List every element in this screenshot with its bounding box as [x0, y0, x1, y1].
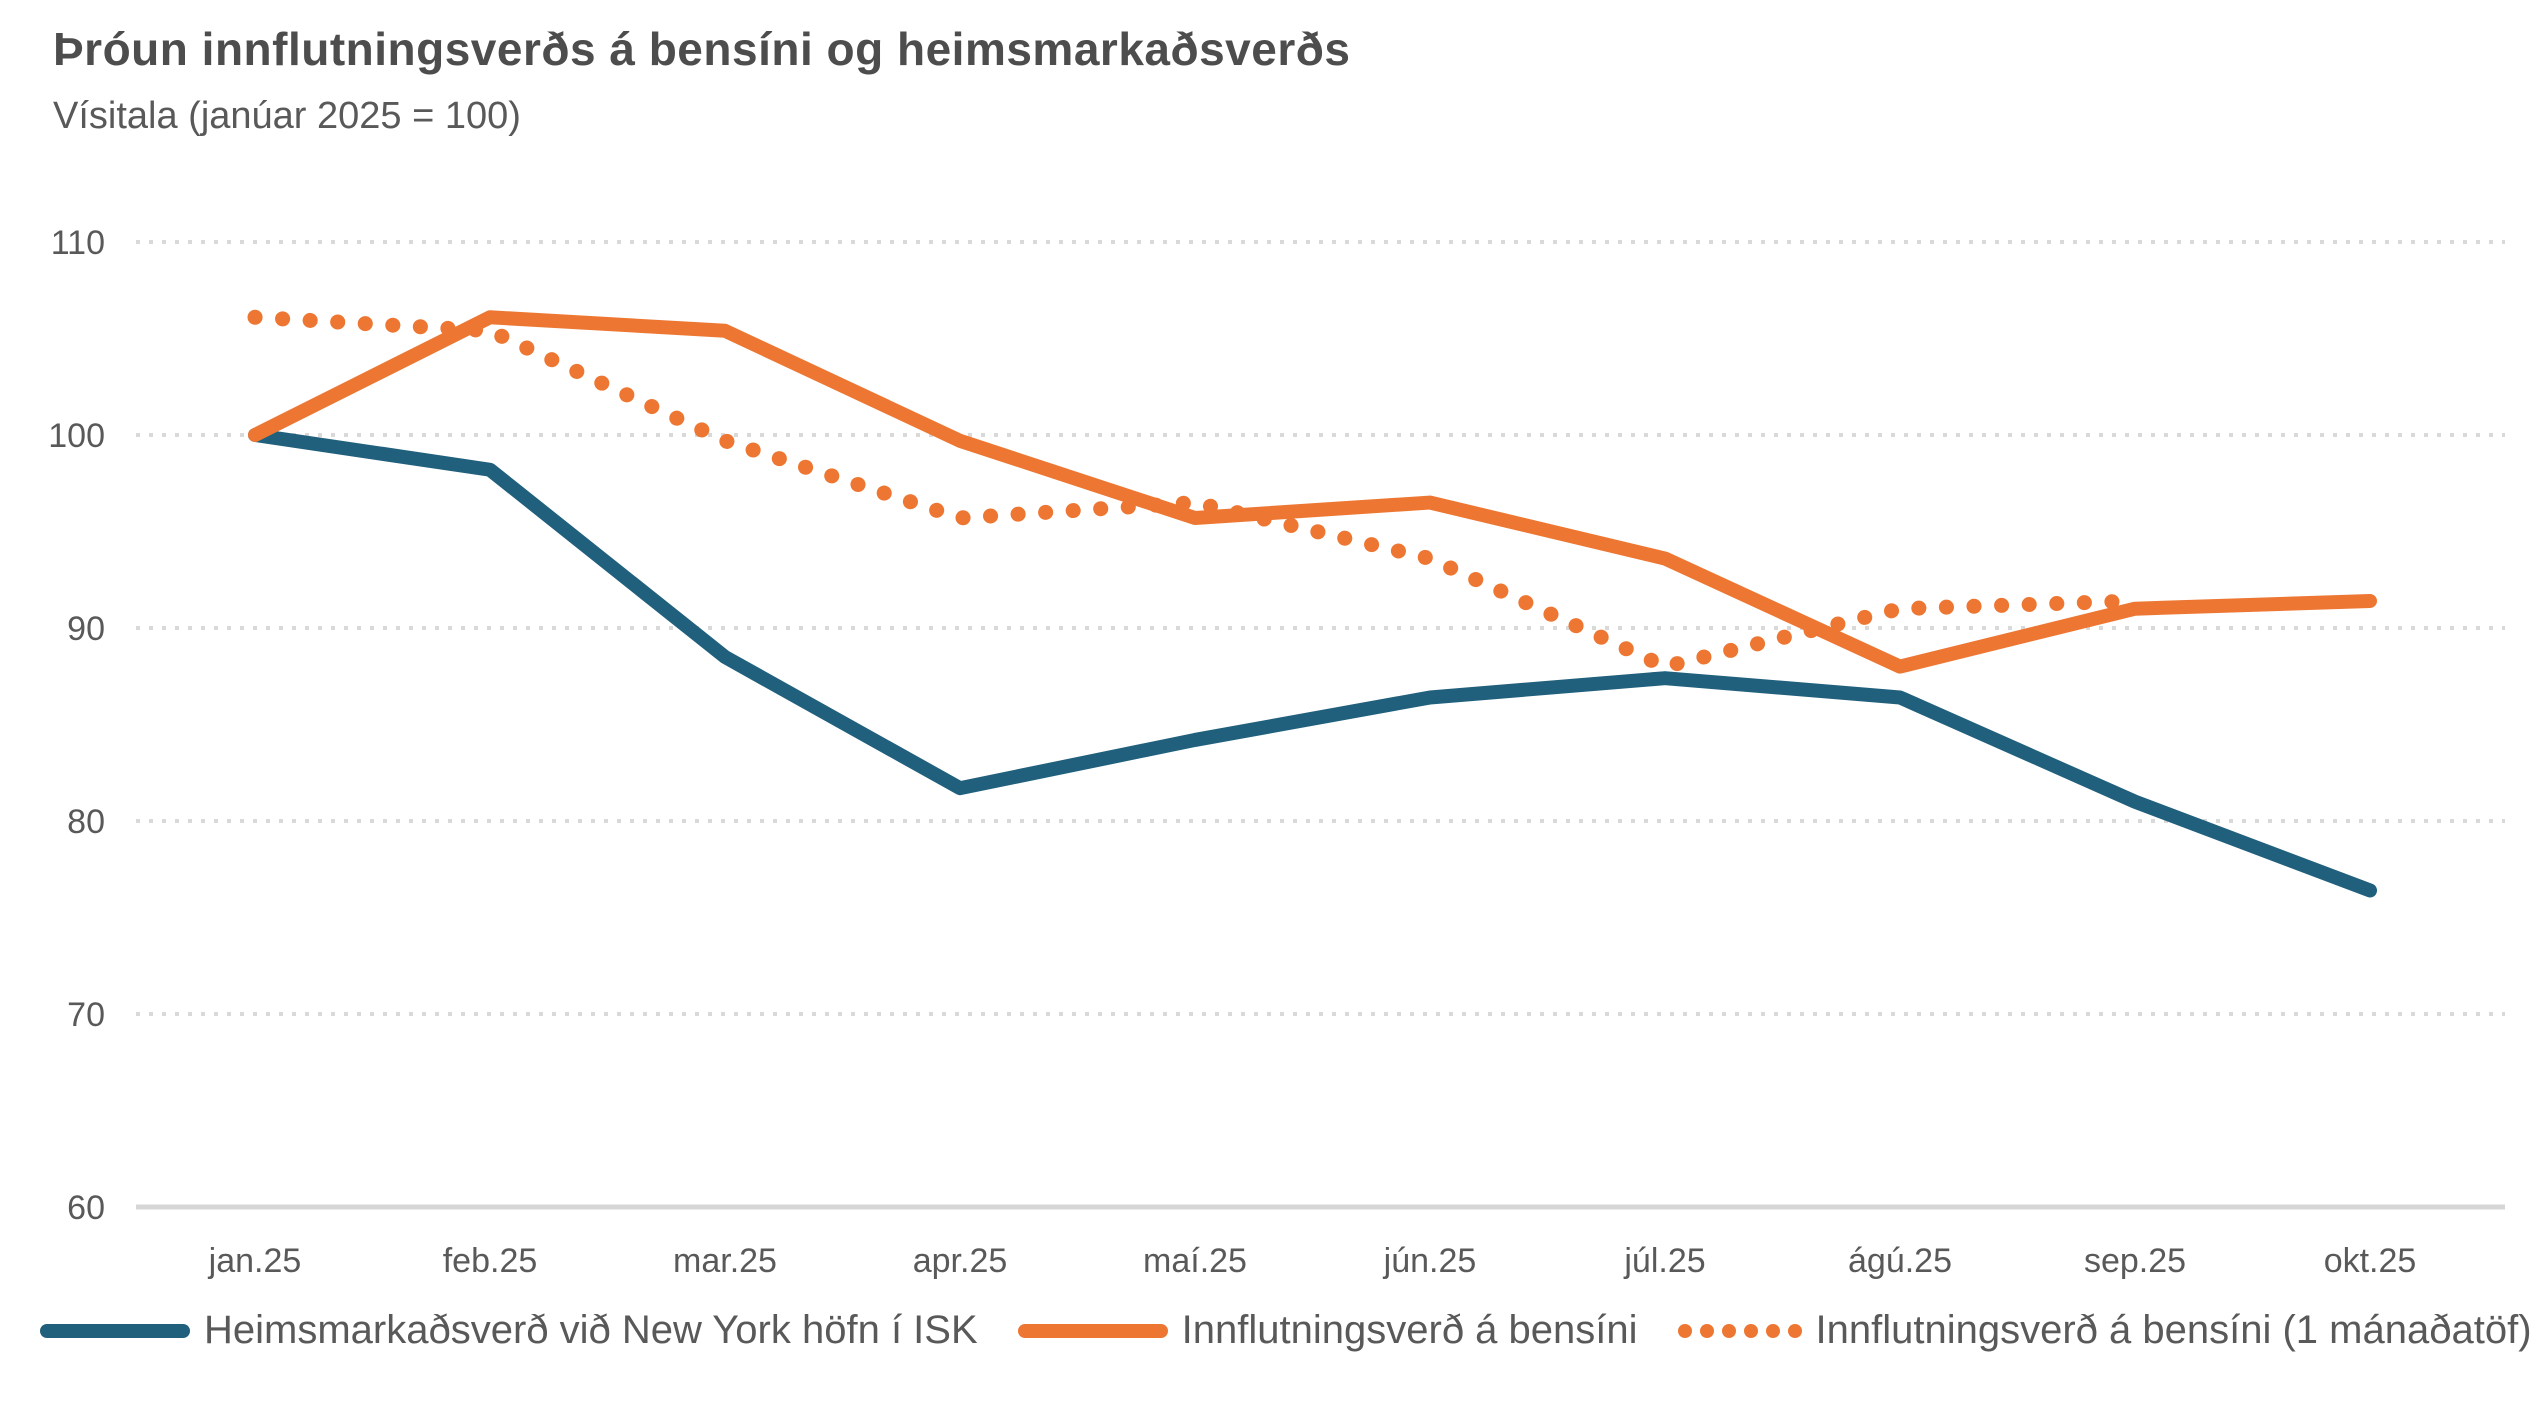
chart-subtitle: Vísitala (janúar 2025 = 100) — [53, 95, 521, 137]
chart-legend: Heimsmarkaðsverð við New York höfn í ISK… — [40, 1308, 2531, 1353]
legend-label-import-price: Innflutningsverð á bensíni — [1181, 1308, 1638, 1352]
x-tick-label-apr.25: apr.25 — [913, 1242, 1008, 1280]
legend-entry-world-market-price: Heimsmarkaðsverð við New York höfn í ISK — [40, 1308, 978, 1353]
series-line-0-solid — [248, 428, 2377, 898]
y-tick-label-60: 60 — [67, 1189, 105, 1227]
legend-entry-import-price-lagged: Innflutningsverð á bensíni (1 mánaðatöf) — [1677, 1308, 2531, 1353]
chart-title: Þróun innflutningsverðs á bensíni og hei… — [53, 23, 1351, 75]
series-line-1-solid — [248, 310, 2377, 674]
x-tick-label-feb.25: feb.25 — [443, 1242, 538, 1280]
legend-line-swatch-orange — [1017, 1323, 1168, 1338]
x-tick-label-jan.25: jan.25 — [208, 1242, 302, 1280]
x-tick-label-okt.25: okt.25 — [2324, 1242, 2417, 1280]
y-tick-label-110: 110 — [51, 224, 105, 262]
y-tick-label-70: 70 — [67, 996, 105, 1034]
legend-label-world-market-price: Heimsmarkaðsverð við New York höfn í ISK — [204, 1308, 978, 1352]
legend-line-swatch-blue — [40, 1323, 190, 1338]
x-tick-label-jún.25: jún.25 — [1383, 1242, 1477, 1280]
y-tick-label-80: 80 — [67, 803, 105, 841]
series-line-2-dotted — [247, 309, 2143, 675]
x-tick-label-maí.25: maí.25 — [1143, 1242, 1247, 1280]
y-tick-label-100: 100 — [48, 417, 105, 455]
legend-label-import-price-lagged: Innflutningsverð á bensíni (1 mánaðatöf) — [1815, 1308, 2531, 1352]
legend-dot-icon — [1743, 1323, 1758, 1338]
x-tick-label-sep.25: sep.25 — [2084, 1242, 2186, 1280]
legend-dotted-swatch-orange — [1677, 1323, 1802, 1338]
legend-dot-icon — [1765, 1323, 1780, 1338]
legend-entry-import-price: Innflutningsverð á bensíni — [1017, 1308, 1638, 1353]
x-tick-label-ágú.25: ágú.25 — [1848, 1242, 1952, 1280]
y-tick-label-90: 90 — [67, 610, 105, 648]
legend-dot-icon — [1721, 1323, 1736, 1338]
x-tick-label-mar.25: mar.25 — [673, 1242, 777, 1280]
legend-dot-icon — [1787, 1323, 1802, 1338]
x-tick-label-júl.25: júl.25 — [1623, 1242, 1705, 1280]
legend-dot-icon — [1699, 1323, 1714, 1338]
legend-dot-icon — [1677, 1323, 1692, 1338]
